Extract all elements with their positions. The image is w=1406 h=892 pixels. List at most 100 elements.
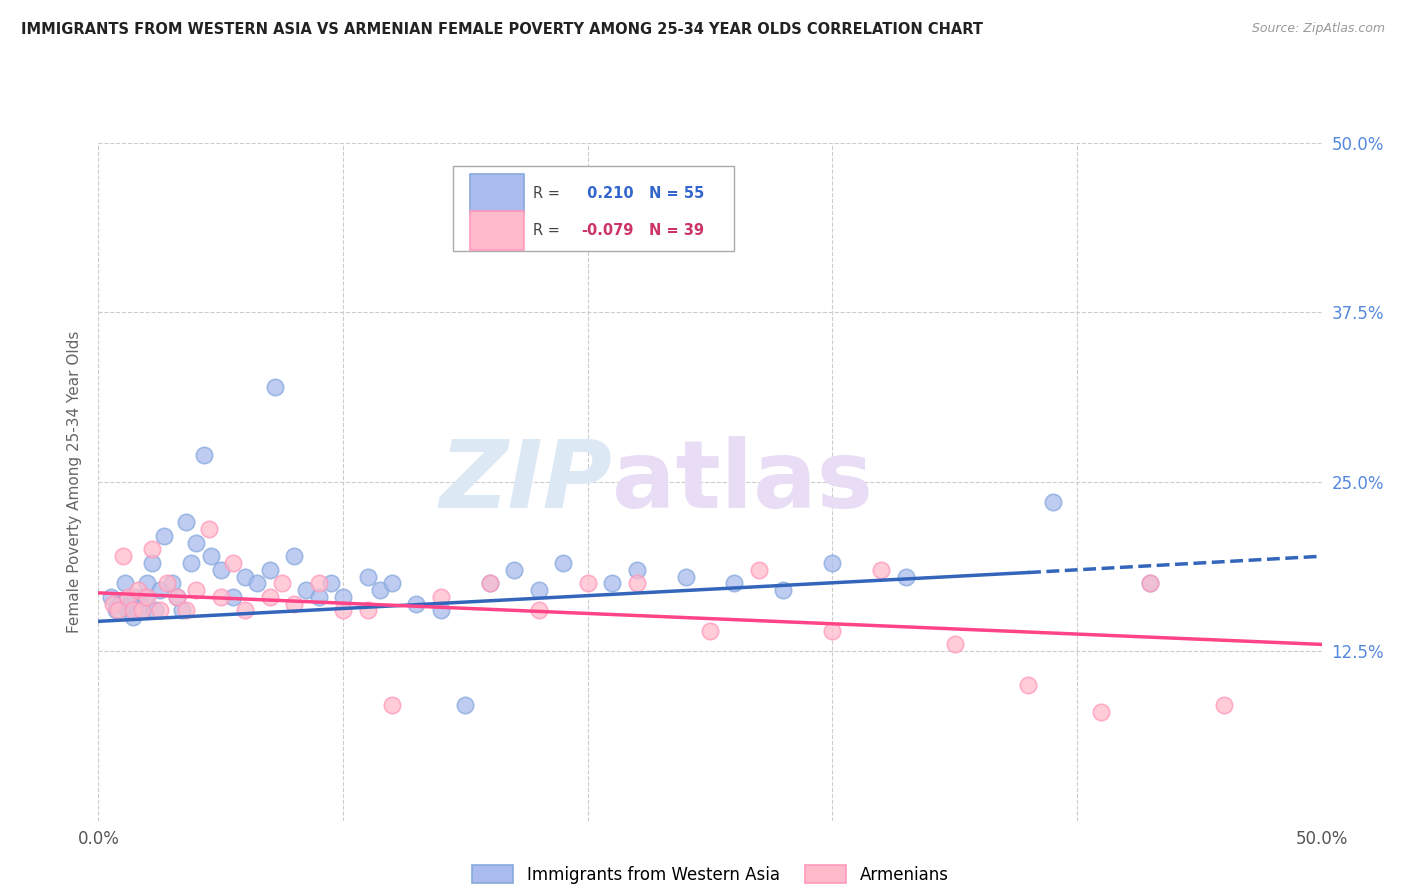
Point xyxy=(259,563,281,577)
Point xyxy=(295,583,318,598)
Point xyxy=(233,569,256,583)
Point xyxy=(197,522,219,536)
Point xyxy=(141,542,163,557)
Point xyxy=(136,576,159,591)
Text: N = 39: N = 39 xyxy=(648,223,704,238)
Point xyxy=(124,590,146,604)
Point xyxy=(1212,698,1234,713)
Point xyxy=(553,556,575,570)
Point xyxy=(131,603,153,617)
Point xyxy=(180,556,202,570)
Point xyxy=(176,516,198,530)
Point xyxy=(136,590,159,604)
Legend: Immigrants from Western Asia, Armenians: Immigrants from Western Asia, Armenians xyxy=(465,859,955,890)
Point xyxy=(121,610,143,624)
Point xyxy=(626,563,648,577)
FancyBboxPatch shape xyxy=(453,167,734,252)
Point xyxy=(454,698,477,713)
Point xyxy=(200,549,222,564)
Point xyxy=(127,583,149,598)
Point xyxy=(114,576,136,591)
Point xyxy=(699,624,721,638)
Point xyxy=(153,529,176,543)
Point xyxy=(156,576,179,591)
Point xyxy=(141,556,163,570)
Point xyxy=(748,563,770,577)
Point xyxy=(1090,705,1112,719)
Point xyxy=(149,583,172,598)
Point xyxy=(821,556,844,570)
Point xyxy=(127,603,149,617)
Point xyxy=(176,603,198,617)
Point xyxy=(527,583,550,598)
Point xyxy=(943,637,966,651)
Point xyxy=(259,590,281,604)
Point xyxy=(675,569,697,583)
Point xyxy=(120,597,142,611)
Text: N = 55: N = 55 xyxy=(648,186,704,201)
Text: Source: ZipAtlas.com: Source: ZipAtlas.com xyxy=(1251,22,1385,36)
Point xyxy=(1042,495,1064,509)
Point xyxy=(149,603,172,617)
Point xyxy=(576,576,599,591)
Point xyxy=(107,603,129,617)
Point xyxy=(600,576,623,591)
Point xyxy=(503,563,526,577)
Point xyxy=(104,603,127,617)
Y-axis label: Female Poverty Among 25-34 Year Olds: Female Poverty Among 25-34 Year Olds xyxy=(66,331,82,632)
Point xyxy=(478,576,501,591)
Point xyxy=(870,563,893,577)
Point xyxy=(166,590,188,604)
Point xyxy=(193,448,215,462)
Point xyxy=(186,535,208,549)
Point xyxy=(308,576,330,591)
Point xyxy=(1139,576,1161,591)
Point xyxy=(121,603,143,617)
Text: ZIP: ZIP xyxy=(439,435,612,528)
Point xyxy=(308,590,330,604)
Point xyxy=(117,590,139,604)
Point xyxy=(111,549,134,564)
Point xyxy=(160,576,183,591)
Point xyxy=(1017,678,1039,692)
Point xyxy=(143,603,166,617)
Point xyxy=(209,563,232,577)
Point xyxy=(381,698,404,713)
Point xyxy=(723,576,745,591)
Point xyxy=(233,603,256,617)
Point xyxy=(356,603,378,617)
Point xyxy=(263,380,285,394)
Text: IMMIGRANTS FROM WESTERN ASIA VS ARMENIAN FEMALE POVERTY AMONG 25-34 YEAR OLDS CO: IMMIGRANTS FROM WESTERN ASIA VS ARMENIAN… xyxy=(21,22,983,37)
FancyBboxPatch shape xyxy=(470,211,524,251)
Text: R =: R = xyxy=(533,223,564,238)
Point xyxy=(319,576,342,591)
Point xyxy=(222,590,245,604)
Point xyxy=(332,590,354,604)
Point xyxy=(527,603,550,617)
Point xyxy=(772,583,794,598)
Point xyxy=(117,603,139,617)
Point xyxy=(332,603,354,617)
Point xyxy=(381,576,404,591)
Point xyxy=(430,603,453,617)
Point xyxy=(186,583,208,598)
FancyBboxPatch shape xyxy=(470,174,524,213)
Point xyxy=(1139,576,1161,591)
Point xyxy=(894,569,917,583)
Point xyxy=(405,597,427,611)
Point xyxy=(131,603,153,617)
Point xyxy=(209,590,232,604)
Point xyxy=(283,549,305,564)
Point xyxy=(478,576,501,591)
Point xyxy=(170,603,193,617)
Point xyxy=(100,590,122,604)
Point xyxy=(110,597,132,611)
Text: 0.210: 0.210 xyxy=(582,186,633,201)
Point xyxy=(134,590,156,604)
Point xyxy=(368,583,391,598)
Point xyxy=(821,624,844,638)
Point xyxy=(129,597,152,611)
Point xyxy=(626,576,648,591)
Point xyxy=(283,597,305,611)
Point xyxy=(222,556,245,570)
